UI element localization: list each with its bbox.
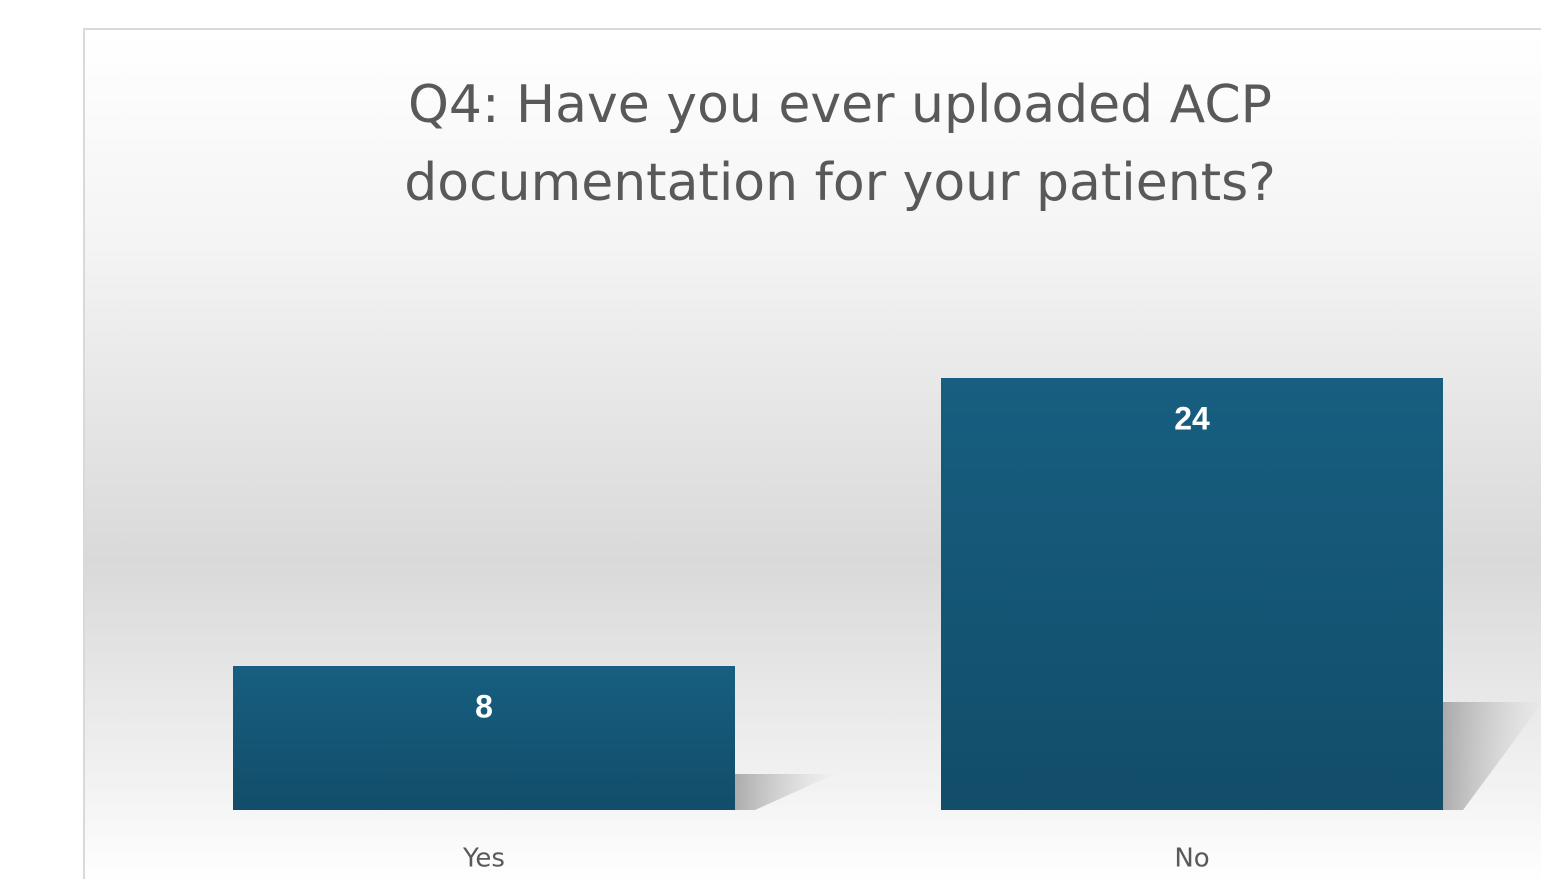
bar-shadow	[1443, 702, 1541, 810]
bar	[941, 378, 1443, 810]
value-label: 24	[1174, 400, 1210, 436]
bar	[233, 666, 735, 810]
x-tick-label: Yes	[462, 844, 505, 874]
x-tick-label: No	[1174, 844, 1209, 874]
value-label: 8	[475, 688, 493, 724]
chart-title: Q4: Have you ever uploaded ACP documenta…	[404, 75, 1276, 213]
bar-shadow	[735, 774, 835, 810]
